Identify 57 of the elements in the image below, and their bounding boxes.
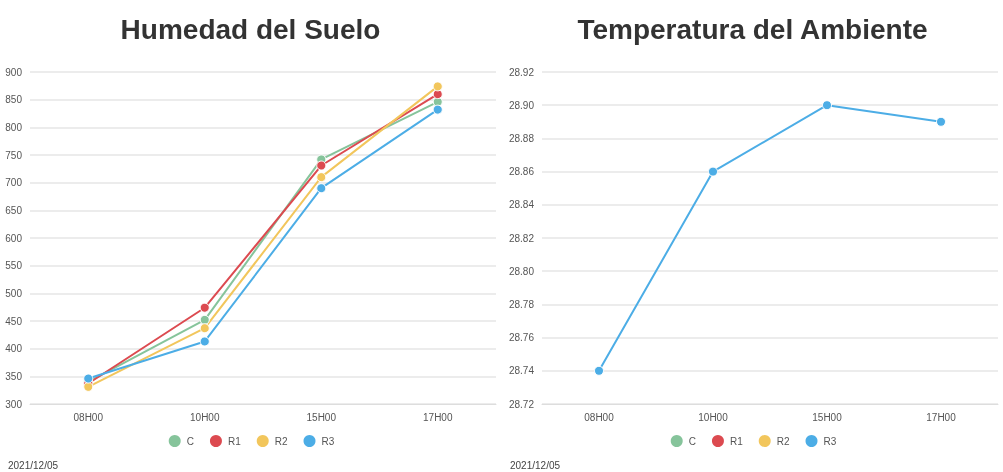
y-tick-label: 600	[5, 232, 23, 244]
legend-label: C	[186, 435, 194, 447]
point	[822, 100, 832, 111]
point	[199, 323, 210, 334]
y-tick-label: 28.72	[508, 398, 535, 410]
legend-label: R2	[274, 435, 288, 447]
text: 2021/12/05	[510, 459, 561, 471]
y-tick-label: 28.92	[508, 66, 535, 78]
y-tick-label: 450	[5, 315, 23, 327]
y-tick-label: 28.80	[508, 265, 535, 277]
point	[936, 116, 946, 127]
legend-label: R2	[776, 435, 790, 447]
chart-title: Humedad del Suelo	[120, 13, 381, 45]
y-tick-label: 28.78	[508, 298, 535, 310]
y-tick-label: 28.86	[508, 166, 535, 178]
y-tick-label: 800	[5, 121, 23, 133]
x-tick-label: 10H00	[698, 411, 729, 423]
point	[199, 302, 210, 313]
y-tick-label: 28.84	[508, 199, 535, 211]
point	[432, 104, 443, 115]
y-tick-label: 300	[5, 398, 23, 410]
y-tick-label: 400	[5, 343, 23, 355]
point	[316, 160, 327, 171]
legend-label: R1	[729, 435, 744, 447]
x-tick-label: 15H00	[306, 411, 337, 423]
x-tick-label: 15H00	[812, 411, 843, 423]
y-tick-label: 500	[5, 287, 23, 299]
legend-label: R3	[321, 435, 335, 447]
x-tick-label: 08H00	[73, 411, 104, 423]
legend-label: R1	[227, 435, 242, 447]
y-tick-label: 28.82	[508, 232, 535, 244]
point	[199, 314, 210, 325]
y-tick-label: 28.74	[508, 365, 535, 377]
x-tick-label: 17H00	[926, 411, 957, 423]
y-tick-label: 28.76	[508, 332, 535, 344]
y-tick-label: 900	[5, 66, 23, 78]
point	[316, 172, 327, 183]
y-tick-label: 28.90	[508, 99, 535, 111]
point	[432, 81, 443, 92]
y-tick-label: 750	[5, 149, 23, 161]
text: 2021/12/05	[8, 459, 59, 471]
x-tick-label: 08H00	[584, 411, 615, 423]
point	[594, 365, 604, 376]
x-tick-label: 17H00	[423, 411, 453, 423]
y-tick-label: 550	[5, 260, 23, 272]
y-tick-label: 28.88	[508, 132, 535, 144]
chart-title: Temperatura del Ambiente	[577, 13, 928, 45]
y-tick-label: 850	[5, 94, 23, 106]
point	[316, 183, 327, 194]
legend-label: R3	[823, 435, 837, 447]
x-tick-label: 10H00	[190, 411, 220, 423]
y-tick-label: 350	[5, 370, 23, 382]
point	[708, 166, 718, 177]
y-tick-label: 650	[5, 204, 23, 216]
point	[199, 336, 210, 347]
legend-label: C	[688, 435, 696, 447]
y-tick-label: 700	[5, 177, 23, 189]
